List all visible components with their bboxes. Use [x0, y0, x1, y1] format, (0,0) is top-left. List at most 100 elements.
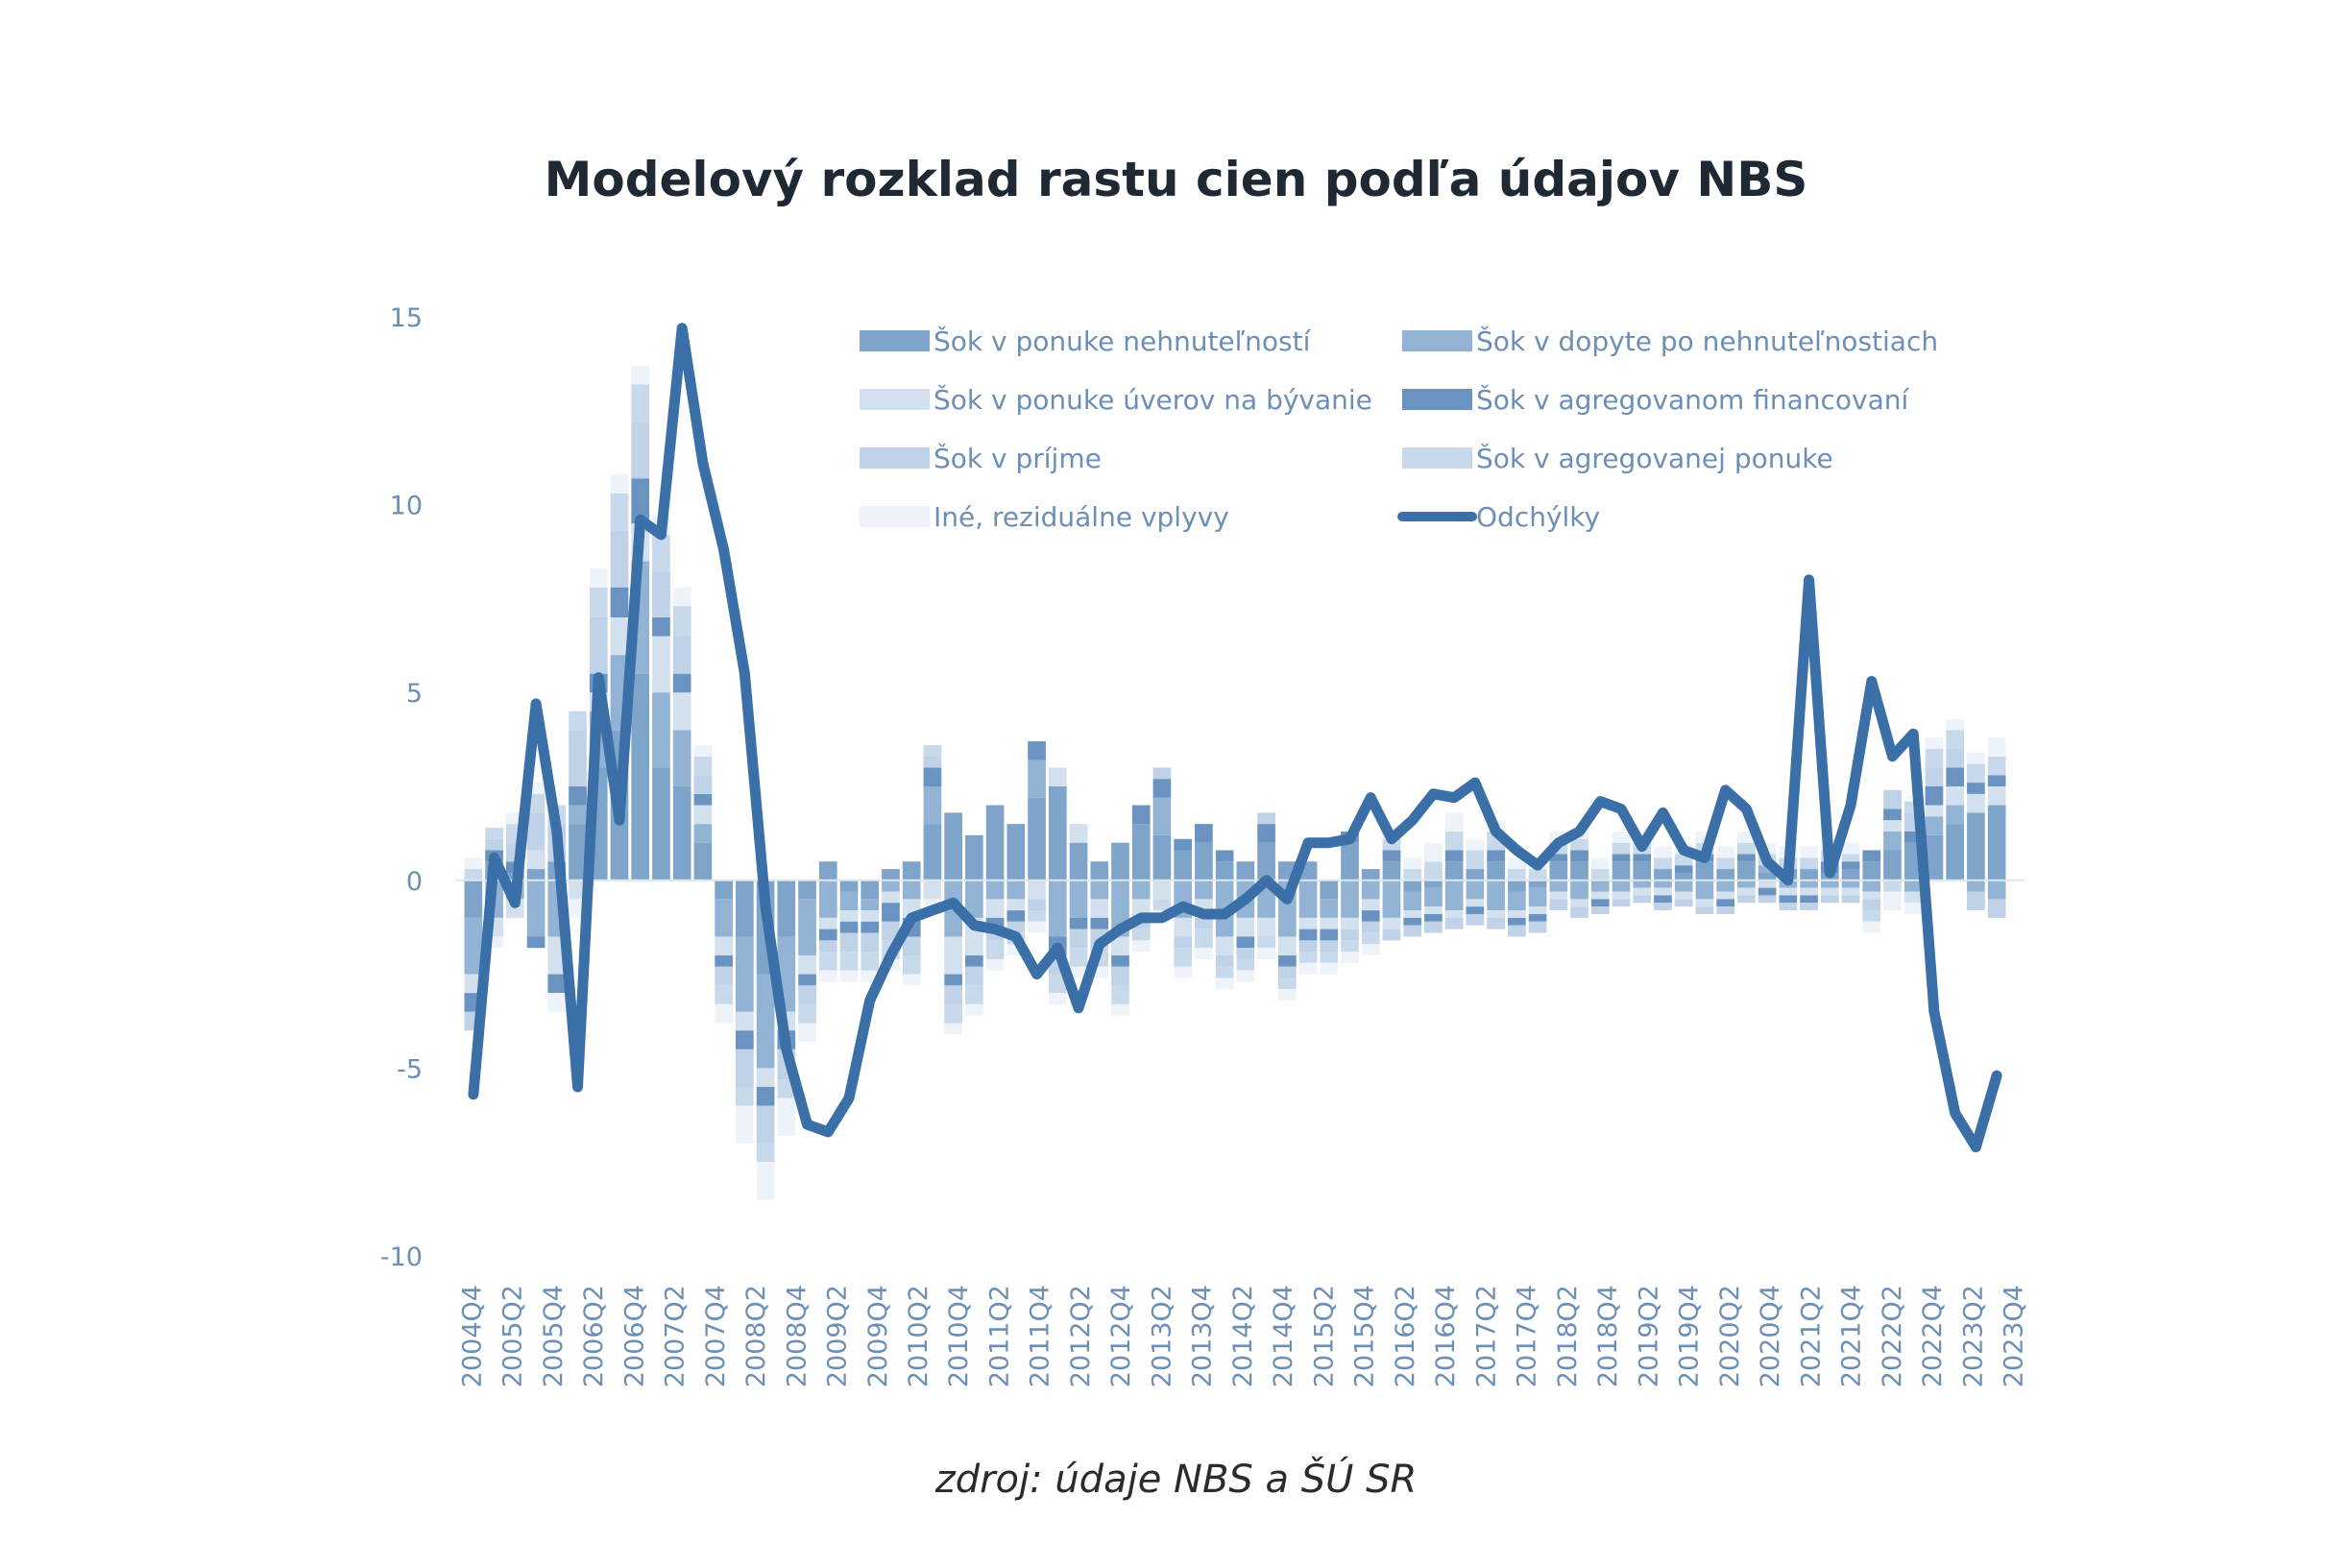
x-tick-label: 2020Q4 — [1756, 1285, 1785, 1387]
legend-label: Šok v ponuke úverov na bývanie — [934, 383, 1372, 416]
bar-segment — [526, 850, 546, 870]
bar-segment — [923, 824, 942, 880]
bar-segment — [1444, 831, 1464, 851]
bar-segment — [1277, 955, 1297, 967]
bar-segment — [1298, 929, 1318, 941]
bar-segment — [1320, 899, 1339, 918]
bar-segment — [923, 899, 942, 911]
legend-swatch — [1402, 389, 1472, 410]
x-tick-label: 2019Q2 — [1634, 1285, 1663, 1387]
bar-segment — [1800, 880, 1818, 888]
bar-segment — [944, 812, 962, 880]
bar-segment — [1215, 861, 1234, 880]
bar-segment — [1361, 880, 1380, 900]
bar-segment — [1987, 786, 2006, 806]
bar-segment — [923, 786, 942, 825]
bar-segment — [1820, 880, 1839, 888]
bar-segment — [923, 756, 942, 768]
bar-segment — [1695, 861, 1714, 880]
bar-segment — [693, 756, 713, 776]
bar-segment — [1883, 880, 1902, 892]
bar-segment — [1048, 974, 1067, 994]
bar-segment — [1654, 887, 1672, 896]
bar-segment — [526, 812, 546, 851]
bar-segment — [1111, 1003, 1129, 1016]
bar-segment — [1257, 948, 1275, 959]
bar-segment — [1174, 838, 1193, 851]
bar-segment — [1424, 861, 1443, 880]
x-tick-label: 2023Q4 — [2000, 1285, 2029, 1387]
bar-segment — [1654, 895, 1672, 904]
bar-segment — [569, 805, 587, 825]
bar-segment — [756, 1068, 775, 1087]
bar-segment — [1277, 989, 1297, 1001]
bar-segment — [985, 899, 1005, 918]
bar-segment — [1695, 899, 1714, 907]
bar-segment — [1215, 955, 1234, 967]
bar-segment — [1487, 917, 1505, 929]
bar-segment — [818, 952, 837, 971]
bar-segment — [1570, 880, 1588, 900]
bar-segment — [882, 891, 900, 904]
bar-segment — [1967, 783, 1985, 794]
bar-segment — [1174, 850, 1193, 880]
x-tick-label: 2016Q4 — [1431, 1285, 1461, 1387]
bar-segment — [1298, 962, 1318, 975]
bar-segment — [1841, 842, 1860, 855]
bar-segment — [965, 985, 983, 1004]
bar-segment — [818, 940, 837, 953]
bar-segment — [1298, 880, 1318, 918]
bar-segment — [839, 910, 859, 922]
bar-segment — [526, 936, 546, 949]
bar-segment — [1195, 948, 1213, 959]
bar-segment — [1820, 895, 1839, 904]
bar-segment — [1946, 748, 1965, 768]
bar-segment — [985, 917, 1005, 929]
bar-segment — [1236, 970, 1255, 982]
bar-segment — [839, 932, 859, 953]
bar-segment — [1444, 861, 1464, 880]
bar-segment — [569, 730, 587, 786]
bar-segment — [1090, 917, 1109, 929]
bar-segment — [1152, 834, 1172, 880]
bar-segment — [631, 673, 650, 880]
x-tick-label: 2014Q2 — [1228, 1285, 1258, 1387]
bar-segment — [1152, 767, 1172, 780]
bar-segment — [1424, 906, 1443, 914]
bar-segment — [1612, 842, 1631, 855]
bar-segment — [1779, 895, 1798, 904]
bar-segment — [1111, 936, 1129, 956]
bar-segment — [1403, 917, 1422, 926]
bar-segment — [1111, 966, 1129, 986]
bar-segment — [1195, 842, 1213, 880]
bar-segment — [818, 970, 837, 982]
bar-segment — [1800, 903, 1818, 911]
bar-segment — [526, 783, 546, 794]
bar-segment — [1570, 906, 1588, 918]
bar-segment — [1487, 880, 1505, 911]
bar-segment — [1633, 861, 1652, 880]
legend-swatch — [860, 389, 930, 410]
legend-label: Šok v príjme — [934, 442, 1102, 474]
bar-segment — [1967, 763, 1985, 784]
bar-segment — [1361, 899, 1380, 911]
bar-segment — [1967, 812, 1985, 880]
bar-segment — [798, 1023, 816, 1043]
bar-segment — [1758, 887, 1777, 896]
bar-segment — [1590, 880, 1610, 892]
bar-segment — [944, 936, 962, 975]
bar-segment — [944, 1023, 962, 1035]
bar-segment — [1800, 887, 1818, 896]
bar-segment — [1028, 921, 1046, 933]
bar-segment — [1987, 805, 2006, 880]
bar-segment — [1695, 880, 1714, 900]
x-tick-label: 2005Q4 — [539, 1285, 569, 1387]
legend-label: Šok v agregovanom financovaní — [1476, 383, 1910, 416]
bar-segment — [1883, 808, 1902, 821]
bar-segment — [1508, 857, 1526, 870]
bar-segment — [1903, 903, 1923, 915]
bar-segment — [1737, 895, 1756, 904]
bar-segment — [715, 1003, 733, 1024]
x-tick-label: 2018Q4 — [1593, 1285, 1623, 1387]
legend-swatch — [1402, 330, 1472, 351]
